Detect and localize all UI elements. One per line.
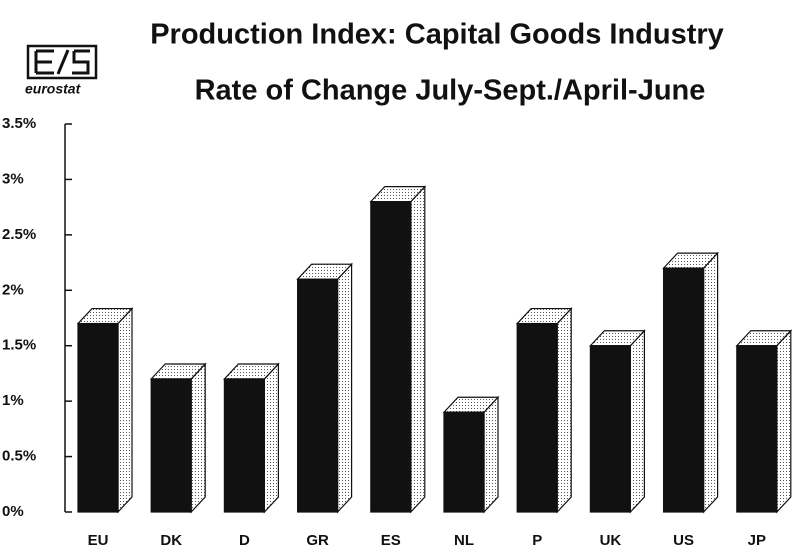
logo-text: eurostat [25, 81, 82, 97]
bar-side [629, 329, 646, 514]
y-tick-label: 2% [2, 281, 24, 298]
x-tick-label: UK [600, 532, 622, 546]
bar-side [263, 362, 279, 514]
x-tick-label: ES [381, 532, 401, 546]
bar [662, 251, 719, 514]
bar-front [516, 322, 558, 513]
bar-front [370, 201, 412, 513]
bar-side [337, 262, 353, 514]
bar [149, 362, 207, 514]
bar [369, 185, 427, 514]
y-tick-label: 3% [2, 170, 24, 187]
bar-front [589, 345, 632, 513]
y-tick-label: 3.5% [2, 115, 36, 132]
y-tick-label: 1% [2, 392, 24, 409]
y-tick-label: 2.5% [2, 226, 36, 243]
x-tick-label: NL [454, 532, 474, 546]
x-tick-label: JP [748, 532, 766, 546]
x-tick-label: EU [88, 532, 109, 546]
bar-front [662, 267, 705, 513]
x-tick-label: US [673, 532, 694, 546]
x-tick-label: GR [306, 532, 329, 546]
bar-front [77, 322, 119, 513]
bar-side [483, 395, 499, 514]
bar-side [410, 185, 426, 514]
bar-front [223, 378, 265, 513]
x-tick-label: D [239, 532, 250, 546]
bar-front [297, 278, 339, 513]
chart-title: Production Index: Capital Goods Industry [150, 19, 724, 51]
bar [589, 329, 646, 514]
bar-side [190, 362, 206, 514]
bar-side [776, 329, 792, 514]
bar [76, 307, 134, 514]
bar-front [736, 345, 778, 513]
bar [735, 329, 793, 514]
y-tick-label: 0% [2, 503, 24, 520]
bar [223, 362, 280, 514]
x-tick-label: P [532, 532, 542, 546]
y-tick-label: 0.5% [2, 448, 36, 465]
bar [296, 262, 353, 514]
bar [442, 395, 500, 514]
bar [515, 307, 573, 514]
bar-side [702, 251, 719, 514]
logo [26, 44, 98, 80]
bar-side [556, 307, 572, 514]
bar-front [443, 411, 485, 513]
bar-side [117, 307, 133, 514]
y-tick-label: 1.5% [2, 337, 36, 354]
x-tick-label: DK [160, 532, 182, 546]
bar-front [150, 378, 192, 513]
chart-subtitle: Rate of Change July-Sept./April-June [195, 75, 706, 107]
